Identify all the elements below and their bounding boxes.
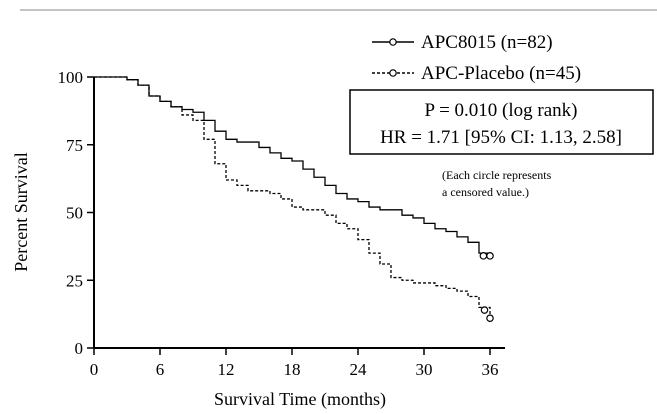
x-tick-label: 6 xyxy=(156,360,165,379)
x-tick-label: 36 xyxy=(482,360,499,379)
x-tick-label: 0 xyxy=(90,360,99,379)
hazard-ratio-text: HR = 1.71 [95% CI: 1.13, 2.58] xyxy=(380,127,622,148)
stats-box: P = 0.010 (log rank) HR = 1.71 [95% CI: … xyxy=(349,89,654,155)
x-tick-label: 18 xyxy=(284,360,301,379)
censor-marker xyxy=(486,252,494,260)
stats-box-border xyxy=(349,89,654,155)
y-tick-label: 75 xyxy=(66,136,83,155)
legend-label-placebo: APC-Placebo (n=45) xyxy=(421,63,581,84)
censor-note-line-1: (Each circle represents xyxy=(442,168,552,182)
censor-note-line-2: a censored value.) xyxy=(442,185,529,199)
x-tick-label: 30 xyxy=(416,360,433,379)
series-line-placebo xyxy=(94,76,491,319)
legend-label-apc8015: APC8015 (n=82) xyxy=(421,32,553,53)
p-value-text: P = 0.010 (log rank) xyxy=(424,100,577,121)
censor-marker xyxy=(486,314,494,322)
y-tick-label: 50 xyxy=(66,204,83,223)
x-tick-label: 12 xyxy=(218,360,235,379)
y-tick-label: 100 xyxy=(58,68,84,87)
x-tick-label: 24 xyxy=(350,360,368,379)
y-tick-label: 0 xyxy=(75,339,84,358)
legend: APC8015 (n=82) APC-Placebo (n=45) xyxy=(372,32,581,84)
censor-marker xyxy=(480,306,489,314)
y-axis-title: Percent Survival xyxy=(11,152,31,271)
y-tick-label: 25 xyxy=(66,271,83,290)
series-layer xyxy=(94,76,494,322)
x-axis-title: Survival Time (months) xyxy=(214,389,386,410)
legend-marker-apc8015 xyxy=(389,38,397,46)
censor-marker xyxy=(479,252,488,260)
axis-ticks: 0 6 12 18 24 30 36 0 25 50 75 100 xyxy=(58,68,499,379)
legend-marker-placebo xyxy=(389,69,397,77)
